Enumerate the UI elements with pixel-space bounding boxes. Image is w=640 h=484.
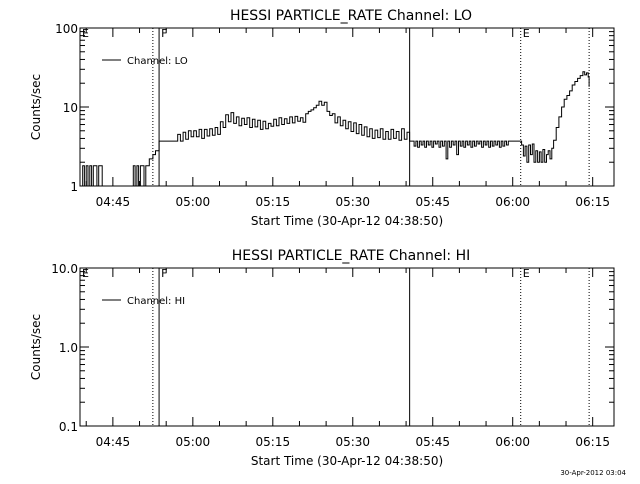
x-tick-label: 05:45 xyxy=(415,435,450,449)
x-tick-label: 05:30 xyxy=(335,435,370,449)
x-axis-label: Start Time (30-Apr-12 04:38:50) xyxy=(251,214,443,228)
event-marker-label: E xyxy=(523,27,530,40)
x-tick-label: 05:15 xyxy=(256,195,291,209)
event-marker-label: E xyxy=(82,267,89,280)
y-tick-label: 100 xyxy=(55,22,78,36)
x-axis-label: Start Time (30-Apr-12 04:38:50) xyxy=(251,454,443,468)
y-axis-label: Counts/sec xyxy=(29,314,43,380)
x-tick-label: 05:15 xyxy=(256,435,291,449)
event-marker-label: F xyxy=(161,27,167,40)
chart-hi-channel: HESSI PARTICLE_RATE Channel: HI 0.1 1.0 10.… xyxy=(29,248,615,468)
event-marker-label: E xyxy=(523,267,530,280)
y-tick-label: 1 xyxy=(70,180,78,194)
y-tick-label: 10.0 xyxy=(51,262,78,276)
x-tick-label: 04:45 xyxy=(96,195,131,209)
x-tick-label: 05:00 xyxy=(176,195,211,209)
event-marker-label: E xyxy=(82,27,89,40)
x-tick-label: 06:15 xyxy=(575,195,610,209)
series-line-channel-lo xyxy=(80,71,590,187)
x-tick-label: 06:15 xyxy=(575,435,610,449)
x-tick-label: 05:00 xyxy=(176,435,211,449)
x-tick-label: 04:45 xyxy=(96,435,131,449)
plot-frame xyxy=(79,267,615,427)
y-tick-label: 0.1 xyxy=(59,420,78,434)
legend-label: Channel: HI xyxy=(127,296,185,307)
chart-lo-channel: HESSI PARTICLE_RATE Channel: LO 1 10 100 04:… xyxy=(29,8,615,228)
x-tick-label: 05:45 xyxy=(415,195,450,209)
y-axis-label: Counts/sec xyxy=(29,74,43,140)
y-tick-label: 1.0 xyxy=(59,341,78,355)
legend-label: Channel: LO xyxy=(127,56,188,67)
x-tick-label: 06:00 xyxy=(495,435,530,449)
x-tick-label: 06:00 xyxy=(495,195,530,209)
x-tick-label: 05:30 xyxy=(335,195,370,209)
chart-title: HESSI PARTICLE_RATE Channel: HI xyxy=(232,248,470,264)
y-tick-label: 10 xyxy=(63,101,78,115)
chart-title: HESSI PARTICLE_RATE Channel: LO xyxy=(230,8,472,24)
event-marker-label: F xyxy=(161,267,167,280)
date-stamp: 30-Apr-2012 03:04 xyxy=(560,469,626,477)
